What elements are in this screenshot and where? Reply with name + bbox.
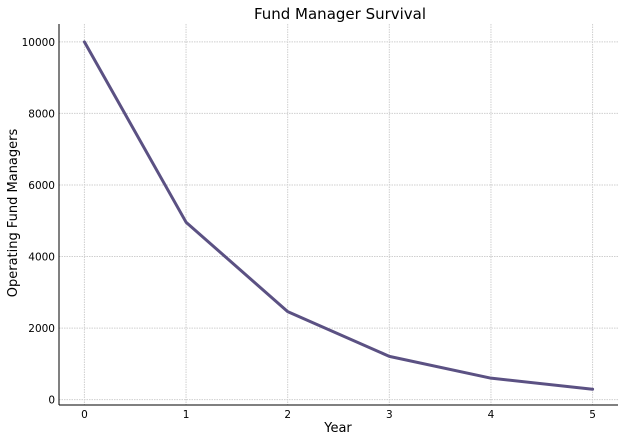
x-axis-label: Year <box>323 421 352 436</box>
y-tick-labels: 0 2000 4000 6000 8000 10000 <box>22 37 55 407</box>
y-tick-label: 4000 <box>28 252 55 264</box>
series-group <box>82 40 595 391</box>
x-tick-label: 2 <box>284 409 291 421</box>
axes <box>58 24 618 406</box>
x-tick-label: 3 <box>386 409 393 421</box>
y-tick-label: 6000 <box>28 180 55 192</box>
y-tick-label: 0 <box>48 395 55 407</box>
y-tick-label: 2000 <box>28 323 55 335</box>
x-tick-label: 4 <box>488 409 495 421</box>
y-tick-label: 8000 <box>28 108 55 120</box>
x-tick-label: 1 <box>183 409 190 421</box>
chart-title: Fund Manager Survival <box>254 5 426 23</box>
x-tick-label: 5 <box>589 409 596 421</box>
y-axis-label: Operating Fund Managers <box>6 129 21 298</box>
x-tick-label: 0 <box>81 409 88 421</box>
y-tick-label: 10000 <box>22 37 55 49</box>
grid <box>59 24 618 405</box>
series-line <box>82 40 595 391</box>
x-tick-labels: 0 1 2 3 4 5 <box>81 409 596 421</box>
